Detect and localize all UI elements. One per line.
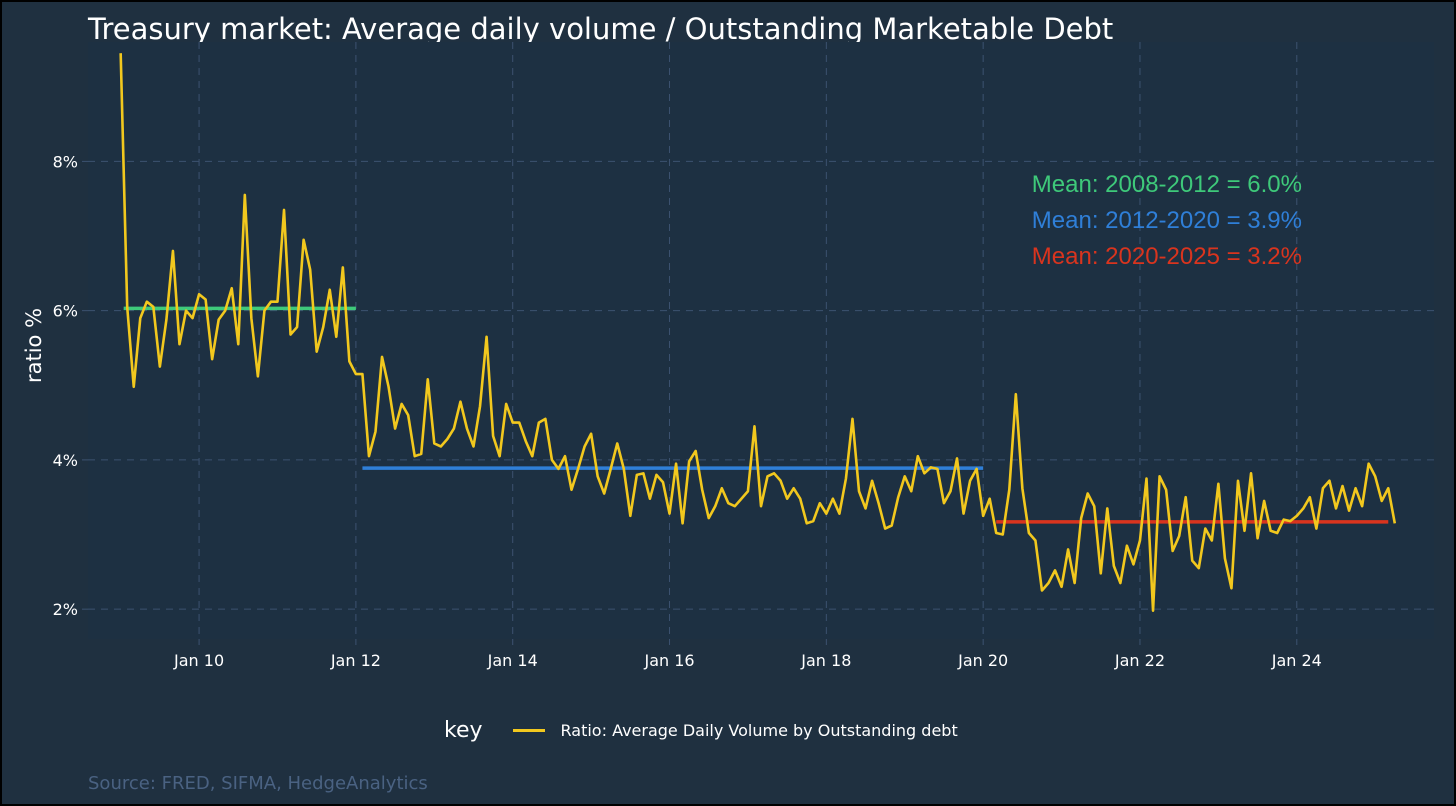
x-axis: Jan 10 Jan 12 Jan 14 Jan 16 Jan 18 Jan 20 Jan … [173, 639, 1322, 670]
legend-label: Ratio: Average Daily Volume by Outstandi… [560, 721, 958, 740]
mean-annotation: Mean: 2020-2025 = 3.2% [1032, 243, 1302, 270]
x-tick-label: Jan 16 [643, 651, 694, 670]
x-tick-label: Jan 18 [800, 651, 851, 670]
legend-key-line [512, 729, 545, 732]
mean-annotations: Mean: 2008-2012 = 6.0% Mean: 2012-2020 = … [1032, 171, 1302, 270]
legend-title: key [444, 718, 483, 743]
y-axis: 2% 4% 6% 8% [53, 152, 88, 619]
chart-title: Treasury market: Average daily volume / … [88, 12, 1114, 46]
x-tick-label: Jan 20 [957, 651, 1008, 670]
y-tick-label: 8% [53, 152, 78, 171]
series-line [119, 53, 1397, 612]
plot-panel [88, 42, 1434, 639]
y-axis-label: ratio % [22, 308, 46, 383]
x-tick-label: Jan 22 [1114, 651, 1165, 670]
y-tick-label: 2% [53, 600, 78, 619]
y-tick-label: 4% [53, 451, 78, 470]
mean-annotation: Mean: 2012-2020 = 3.9% [1032, 207, 1302, 234]
source-note: Source: FRED, SIFMA, HedgeAnalytics [88, 773, 428, 794]
series-layer [119, 53, 1397, 612]
x-tick-label: Jan 24 [1271, 651, 1322, 670]
mean-annotation: Mean: 2008-2012 = 6.0% [1032, 171, 1302, 198]
x-tick-label: Jan 14 [487, 651, 538, 670]
legend: key Ratio: Average Daily Volume by Outst… [444, 718, 958, 743]
y-tick-label: 6% [53, 302, 78, 321]
x-tick-label: Jan 12 [330, 651, 381, 670]
x-tick-label: Jan 10 [173, 651, 224, 670]
